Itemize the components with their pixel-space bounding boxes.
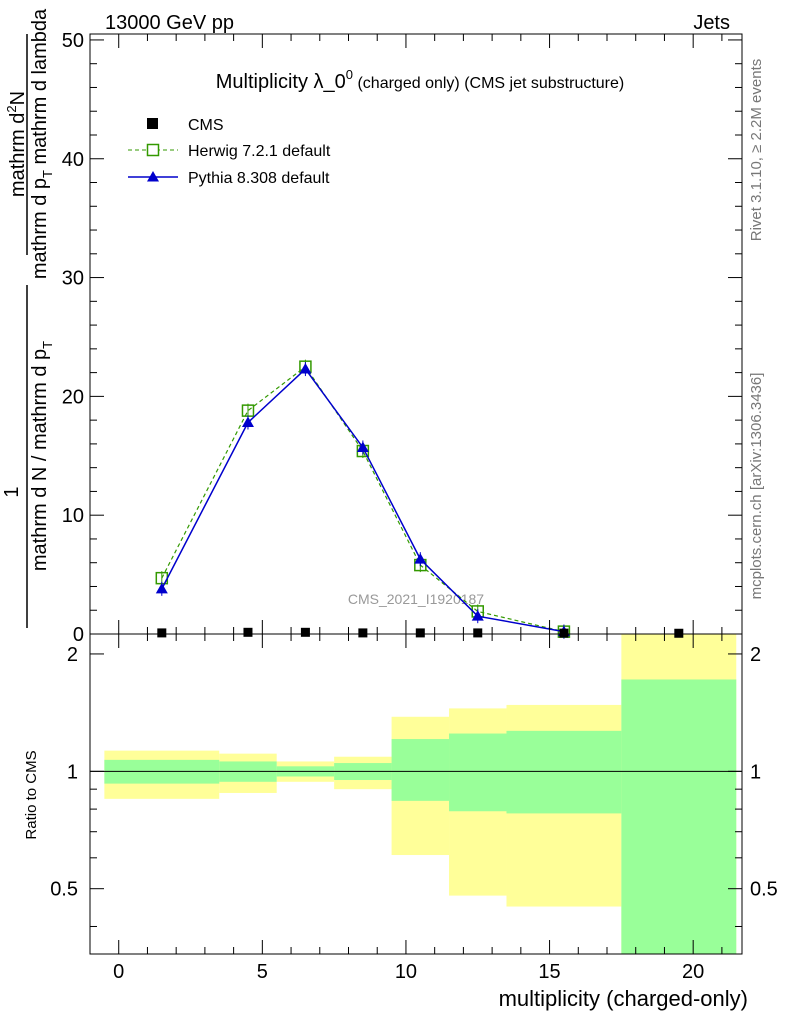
xtick-label: 20 xyxy=(682,961,704,983)
stat-uncertainty-band-6 xyxy=(506,730,622,814)
main-title-small: (charged only) xyxy=(353,75,460,92)
pythia-point-1 xyxy=(241,416,254,428)
cms-point-4 xyxy=(415,628,425,638)
main-ylabel: mathrm d2N mathrm d pT mathrm d lambda 1… xyxy=(1,8,55,628)
pythia-point-5 xyxy=(471,610,484,621)
xtick-label: 5 xyxy=(257,961,268,983)
legend-cms-label: CMS xyxy=(188,117,224,134)
xtick-label: 10 xyxy=(395,961,417,983)
header-right-label: Jets xyxy=(693,12,730,34)
legend-cms-marker xyxy=(147,118,158,129)
ratio-ytick-label-left: 0.5 xyxy=(50,879,78,901)
legend-pythia-marker xyxy=(147,171,159,182)
main-title-text: Multiplicity λ_0 xyxy=(216,71,346,93)
pythia-series xyxy=(155,362,570,639)
pythia-point-4 xyxy=(414,553,427,564)
ratio-ytick-label-left: 2 xyxy=(67,644,78,666)
ratio-ytick-label-left: 1 xyxy=(67,761,78,783)
legend-herwig-marker xyxy=(146,143,160,157)
pythia-point-3 xyxy=(356,441,369,452)
cms-point-7 xyxy=(674,628,684,638)
stat-uncertainty-band-5 xyxy=(449,733,507,812)
main-ytick-label: 40 xyxy=(62,149,84,171)
cms-point-1 xyxy=(243,627,253,637)
legend-herwig-label: Herwig 7.2.1 default xyxy=(188,143,331,160)
stat-uncertainty-band-4 xyxy=(391,739,450,801)
ylabel-prefactor-numerator: 1 xyxy=(1,486,23,497)
main-ytick-label: 0 xyxy=(73,624,84,646)
mcplots-label: mcplots.cern.ch [arXiv:1306.3436] xyxy=(748,373,765,600)
analysis-watermark: CMS_2021_I1920187 xyxy=(348,591,484,607)
cms-point-6 xyxy=(559,628,569,638)
main-title-rest: (CMS jet substructure) xyxy=(460,75,624,92)
main-title-sup: 0 xyxy=(346,67,353,82)
stat-uncertainty-band-7 xyxy=(621,679,737,954)
pythia-point-2 xyxy=(299,363,312,374)
ratio-ylabel: Ratio to CMS xyxy=(23,750,40,839)
xtick-label: 0 xyxy=(113,961,124,983)
ratio-axis-ticks xyxy=(89,634,742,954)
main-ytick-label: 30 xyxy=(62,268,84,290)
main-axis-ticks xyxy=(89,34,742,635)
rivet-version-label: Rivet 3.1.10, ≥ 2.2M events xyxy=(748,59,765,242)
main-ytick-label: 20 xyxy=(62,386,84,408)
pythia-point-0 xyxy=(155,582,168,594)
cms-point-5 xyxy=(473,628,483,638)
cms-point-3 xyxy=(358,628,368,638)
xtick-label: 15 xyxy=(538,961,560,983)
ratio-stat-bands xyxy=(104,679,737,954)
ratio-ytick-label-right: 2 xyxy=(750,644,761,666)
legend-pythia-label: Pythia 8.308 default xyxy=(188,170,330,187)
ratio-ytick-label-right: 1 xyxy=(750,761,761,783)
legend: CMS Herwig 7.2.1 default Pythia 8.308 de… xyxy=(128,117,331,187)
ylabel-denominator: mathrm d pT mathrm d lambda xyxy=(29,8,55,279)
main-ytick-label: 50 xyxy=(62,30,84,52)
ratio-ytick-label-right: 0.5 xyxy=(750,879,778,901)
cms-point-2 xyxy=(300,627,310,637)
cms-point-0 xyxy=(157,628,167,638)
cms-series xyxy=(157,627,684,638)
ylabel-prefactor-denominator: mathrm d N / mathrm d pT xyxy=(29,341,55,571)
herwig-point-1 xyxy=(241,404,255,417)
main-ytick-label: 10 xyxy=(62,505,84,527)
main-title: Multiplicity λ_00 (charged only) (CMS je… xyxy=(216,67,624,93)
header-left-label: 13000 GeV pp xyxy=(105,12,234,34)
ylabel-numerator: mathrm d2N xyxy=(4,91,29,197)
ratio-plot-frame xyxy=(89,633,743,955)
xaxis-label: multiplicity (charged-only) xyxy=(499,986,748,1011)
